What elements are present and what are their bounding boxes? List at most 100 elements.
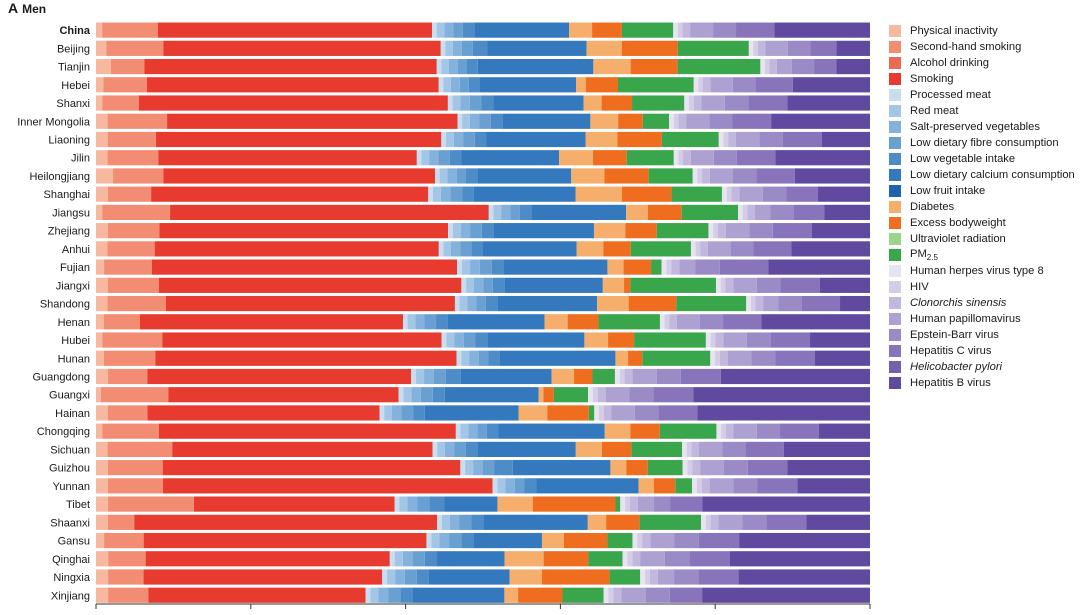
bar-segment [705,332,711,348]
bar-segment [840,295,870,312]
bar-segment [538,387,544,403]
bar-segment [428,186,433,202]
bar-segment [437,514,442,530]
bar-segment [677,40,749,56]
bar-segment [493,204,502,221]
bar-segment [730,241,754,257]
legend-item: Low dietary calcium consumption [889,167,1079,183]
bar-segment [445,368,461,385]
bar-segment [637,532,643,549]
bar-segment [193,496,395,512]
bar-segment [96,496,109,512]
bar-segment [787,95,870,111]
bar-segment [687,460,693,476]
bar-segment [736,22,775,38]
bar-segment [463,131,475,148]
bar-segment [504,259,608,275]
bar-segment [585,77,618,93]
bar-segment [492,478,498,494]
bar-row [96,22,870,38]
bar-segment [144,58,437,75]
bar-segment [659,423,717,439]
bar-segment [569,22,593,38]
bar-segment [493,223,594,239]
bar-segment [459,514,472,530]
bar-segment [412,551,425,567]
bar-segment [477,168,572,184]
bar-segment [727,350,752,366]
bar-segment [626,150,674,166]
bar-segment [416,569,429,585]
bar-segment [697,168,703,184]
legend-item: Physical inactivity [889,23,1079,39]
bar-segment [590,113,619,129]
bar-segment [836,58,870,75]
bar-segment [701,95,725,111]
bar-segment [460,95,470,111]
bar-row [96,569,870,585]
legend-label: Ultraviolet radiation [910,233,1006,245]
bar-segment [444,387,539,403]
bar-segment [536,478,639,494]
bar-segment [456,168,466,184]
bar-segment [450,186,463,202]
bar-segment [593,223,626,239]
bar-segment [108,569,144,585]
bar-segment [747,204,756,221]
bar-segment [107,295,166,312]
bar-segment [486,423,499,439]
bar-segment [733,423,757,439]
bar-segment [725,277,734,293]
bar-segment [693,387,870,403]
bar-segment [436,314,448,330]
bar-segment [642,113,670,129]
bar-segment [543,387,554,403]
bar-row [96,423,870,439]
bar-segment [444,22,454,38]
bar-segment [617,131,662,148]
bar-segment [642,350,711,366]
bar-segment [481,223,494,239]
bar-segment [650,532,675,549]
bar-segment [674,532,699,549]
bar-segment [465,460,474,476]
bar-segment [162,332,442,348]
bar-segment [742,514,767,530]
bar-segment [96,423,103,439]
category-label: Jiangsu [52,207,90,219]
legend-item: Low vegetable intake [889,151,1079,167]
bar-segment [457,58,467,75]
bar-segment [451,241,461,257]
bar-row [96,40,870,56]
bar-segment [598,405,604,421]
bar-segment [407,496,418,512]
bar-segment [671,186,722,202]
bar-segment [432,441,438,458]
category-label: Liaoning [48,135,90,147]
bar-segment [621,40,678,56]
bar-segment [630,423,660,439]
bar-segment [412,587,505,603]
bar-segment [463,332,476,348]
legend-label: Salt-preserved vegetables [910,121,1040,133]
bar-segment [748,40,754,56]
bar-segment [398,387,404,403]
bar-segment [666,259,672,275]
bar-segment [439,168,448,184]
bar-segment [787,40,811,56]
legend-swatch [889,281,901,293]
bar-segment [761,314,870,330]
category-label: Hebei [61,80,90,92]
bar-segment [604,168,649,184]
bar-segment [478,350,489,366]
bar-segment [96,551,109,567]
bar-segment [411,368,417,385]
bar-segment [441,131,446,148]
category-label: Guizhou [49,463,90,475]
bar-segment [107,186,152,202]
bar-segment [824,204,870,221]
bar-segment [454,441,466,458]
bar-segment [96,478,108,494]
legend-swatch [889,233,901,245]
bar-segment [587,514,607,530]
